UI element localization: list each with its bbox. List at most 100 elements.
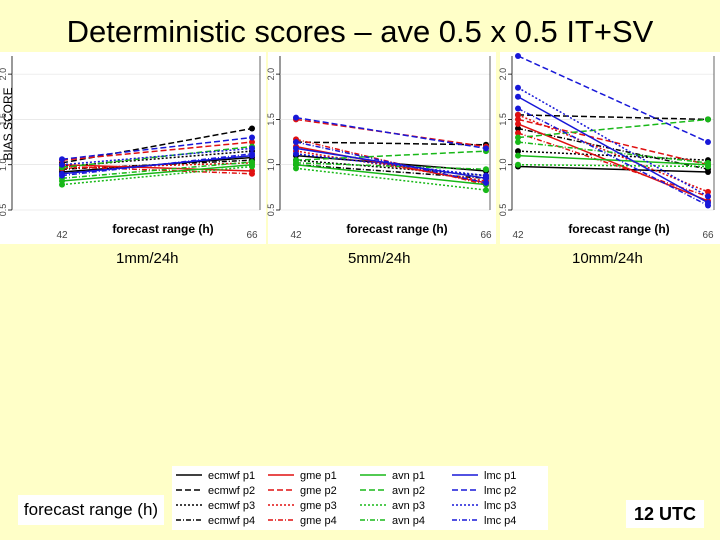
x-tick-label: 42 [290,230,302,241]
panel-label-5mm: 5mm/24h [348,250,411,267]
y-tick-label: 1.0 [266,158,276,171]
series-line-gme-p2 [61,141,253,161]
y-tick-label: 2.0 [266,68,276,81]
legend-entry: lmc p3 [484,500,516,512]
x-tick-label: 66 [246,230,258,241]
data-point [293,114,299,121]
data-point [515,134,521,141]
data-point [515,125,521,132]
series-line-avn-p2 [517,118,709,139]
legend-entry: lmc p1 [484,470,516,482]
series-line-avn-p4 [61,161,253,180]
data-point [515,116,521,123]
series-line-lmc-p4 [517,107,709,207]
panel-label-10mm: 10mm/24h [572,250,643,267]
data-point [515,139,521,146]
series-line-ecmwf-p4 [517,127,709,170]
data-point [483,187,489,194]
y-tick-label: 0.5 [266,204,276,217]
data-point [483,179,489,186]
legend: ecmwf p1 ecmwf p2 ecmwf p3 ecmwf p4 gme p1 gm… [172,466,548,530]
x-tick-label: 42 [56,230,68,241]
data-point [249,134,255,141]
legend-entry: ecmwf p1 [208,470,255,482]
y-tick-label: 1.0 [498,158,508,171]
legend-entry: avn p3 [392,500,425,512]
data-point [515,120,521,127]
y-tick-label: 2.0 [498,68,508,81]
data-point [705,116,711,123]
series-line-avn-p2 [61,145,253,169]
series-line-lmc-p2 [517,55,709,143]
data-point [59,181,65,188]
y-tick-label: 1.0 [0,158,8,171]
data-point [293,139,299,146]
data-point [249,145,255,152]
data-point [515,93,521,100]
chart-panel-2: 0.5 1.0 1.5 2.0 42 66 forecast range (h) [266,52,496,244]
legend-entry: gme p3 [300,500,337,512]
series-line-avn-p1 [295,163,487,186]
x-axis-label: forecast range (h) [112,222,213,236]
series-line-avn-p1 [61,163,253,182]
data-point [515,161,521,168]
footer-forecast-range: forecast range (h) [18,495,164,525]
y-axis-label: BIAS SCORE [1,87,15,160]
data-point [59,172,65,179]
panel-label-1mm: 1mm/24h [116,250,179,267]
series-line-lmc-p2 [61,136,253,161]
x-tick-label: 66 [480,230,492,241]
footer-utc-label: 12 UTC [626,500,704,528]
data-point [293,165,299,172]
data-point [249,158,255,165]
series-line-lmc-p2 [295,116,487,150]
series-line-lmc-p4 [295,141,487,184]
bias-score-charts: 0.5 1.0 1.5 2.0 42 66 forecast range (h) BIAS S… [0,52,720,244]
legend-entry: gme p1 [300,470,337,482]
data-point [59,161,65,168]
data-point [249,163,255,170]
data-point [249,170,255,177]
data-point [705,202,711,209]
data-point [515,111,521,118]
series-line-lmc-p3 [517,87,709,198]
data-point [515,53,521,59]
data-point [249,139,255,146]
data-point [515,105,521,112]
data-point [293,150,299,157]
series-line-lmc-p1 [295,147,487,180]
series-line-ecmwf-p1 [517,165,709,173]
data-point [293,159,299,166]
series-line-gme-p1 [517,123,709,202]
data-point [515,130,521,136]
series-line-avn-p2 [295,150,487,161]
data-point [293,145,299,152]
legend-entry: gme p2 [300,485,337,497]
x-axis-label: forecast range (h) [346,222,447,236]
series-line-ecmwf-p2 [295,141,487,146]
series-line-gme-p4 [517,132,709,198]
series-line-ecmwf-p2 [517,114,709,121]
data-point [515,152,521,159]
series-line-gme-p4 [61,165,253,175]
legend-entry: ecmwf p4 [208,515,255,527]
data-point [59,156,65,163]
legend-entry: lmc p2 [484,485,516,497]
x-tick-label: 42 [512,230,524,241]
data-point [515,84,521,91]
data-point [483,166,489,173]
data-point [705,188,711,195]
data-point [483,145,489,152]
series-line-lmc-p1 [517,96,709,204]
series-line-avn-p4 [517,141,709,164]
y-tick-label: 2.0 [0,68,8,81]
legend-entry: avn p2 [392,485,425,497]
chart-panel-1: 0.5 1.0 1.5 2.0 42 66 forecast range (h) BIAS S… [0,52,266,244]
series-line-lmc-p4 [61,153,253,177]
legend-entry: avn p1 [392,470,425,482]
series-line-lmc-p1 [61,154,253,175]
data-point [705,139,711,146]
series-line-gme-p1 [61,163,253,172]
y-tick-label: 0.5 [0,204,8,217]
series-line-gme-p2 [295,118,487,148]
